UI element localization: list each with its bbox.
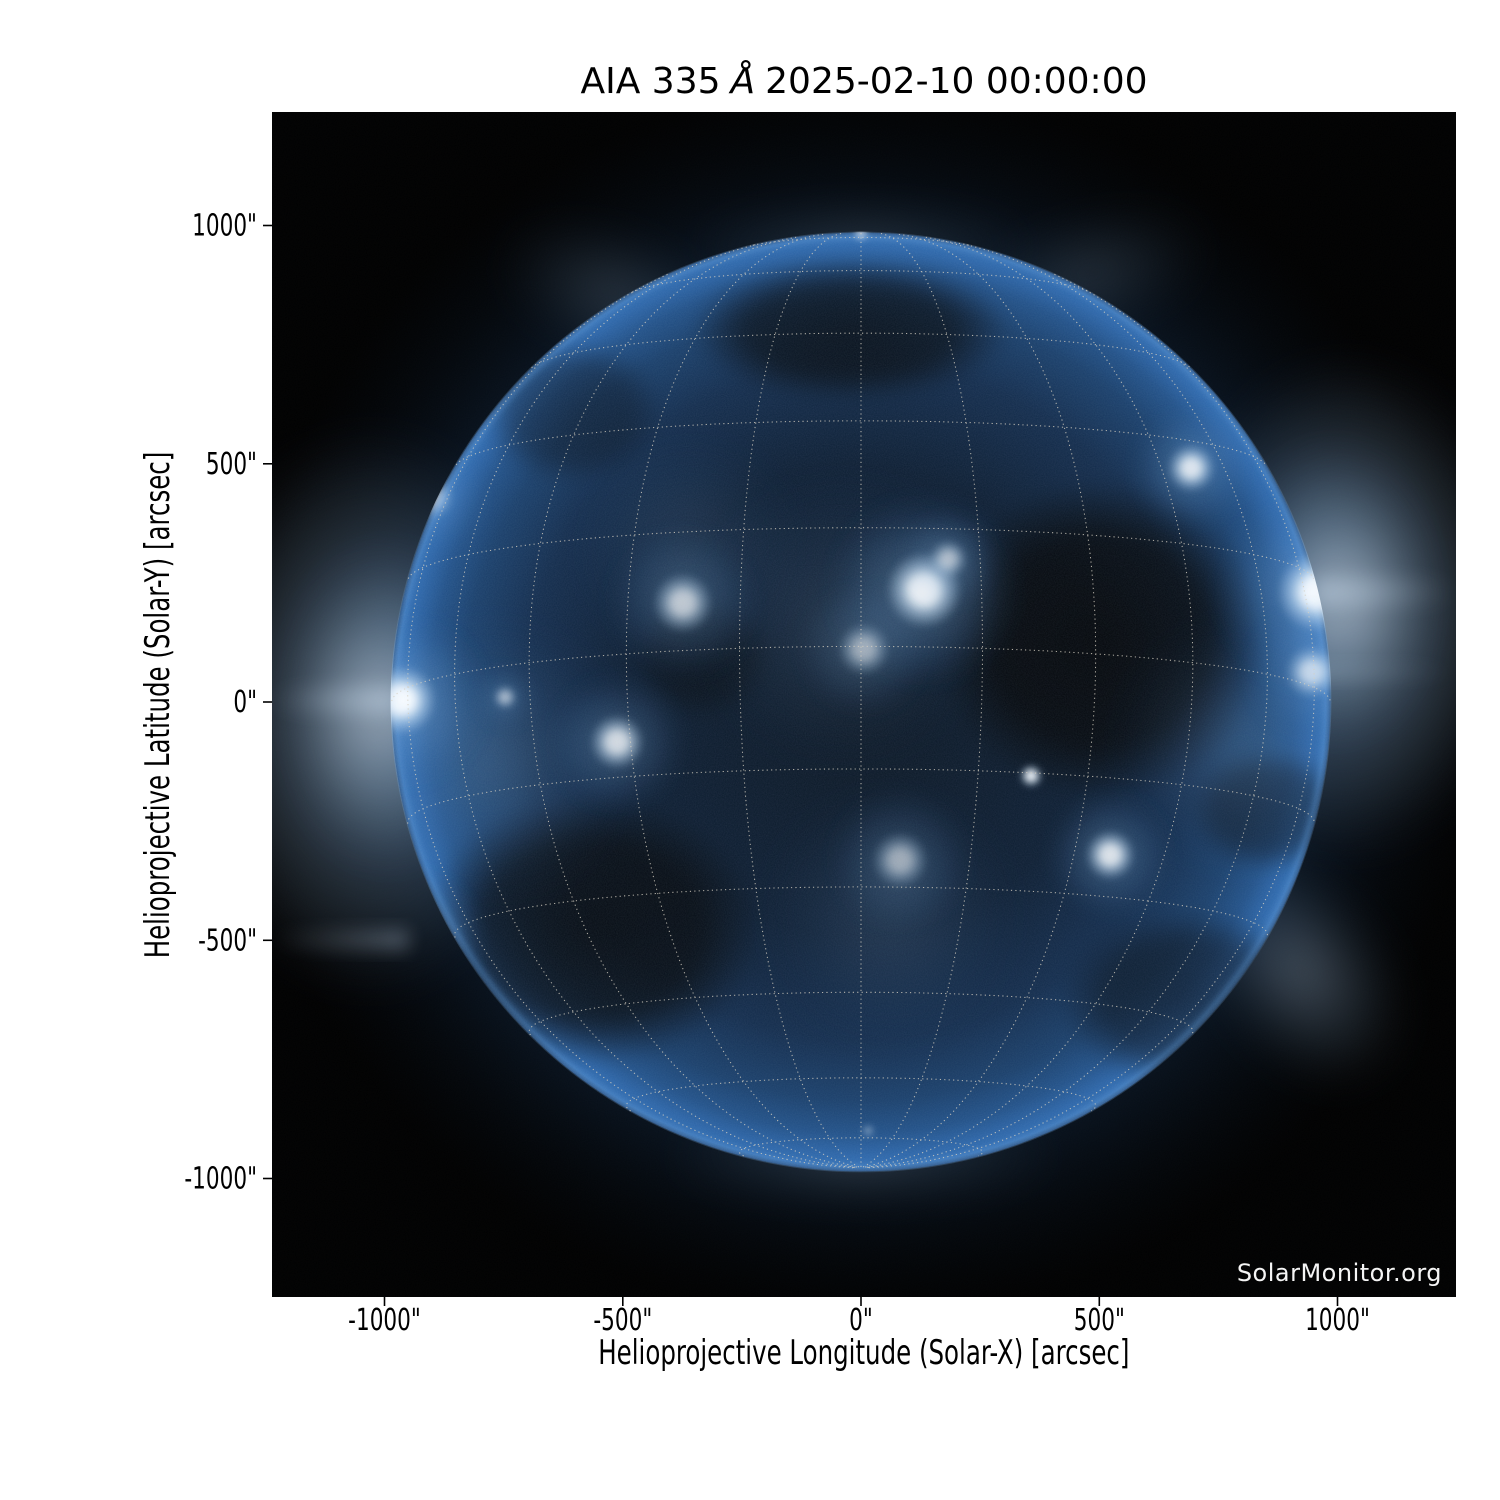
- solar-image-svg: [272, 112, 1456, 1297]
- watermark: SolarMonitor.org: [1236, 1259, 1442, 1287]
- y-tick-label: 1000": [192, 209, 257, 243]
- title-datetime: 2025-02-10 00:00:00: [765, 61, 1148, 102]
- y-tick-label: -1000": [184, 1162, 257, 1196]
- frame-noise-texture: [272, 112, 1456, 1297]
- plot-title: AIA 335 Å 2025-02-10 00:00:00: [272, 60, 1456, 104]
- heliographic-grid: [391, 232, 1331, 1169]
- title-angstrom-symbol: Å: [730, 61, 756, 102]
- y-axis-label: Helioprojective Latitude (Solar-Y) [arcs…: [138, 451, 179, 958]
- x-axis-label-box: Helioprojective Longitude (Solar-X) [arc…: [272, 1330, 1456, 1376]
- y-axis-label-box: Helioprojective Latitude (Solar-Y) [arcs…: [130, 112, 186, 1297]
- title-instrument-wavelength: AIA 335: [580, 61, 721, 102]
- y-tick-label: 500": [206, 447, 257, 481]
- x-axis-label: Helioprojective Longitude (Solar-X) [arc…: [598, 1333, 1130, 1373]
- solar-image-plot-area: SolarMonitor.org: [272, 112, 1456, 1297]
- y-tick-label: 0": [233, 686, 257, 720]
- y-tick-label: -500": [198, 924, 257, 958]
